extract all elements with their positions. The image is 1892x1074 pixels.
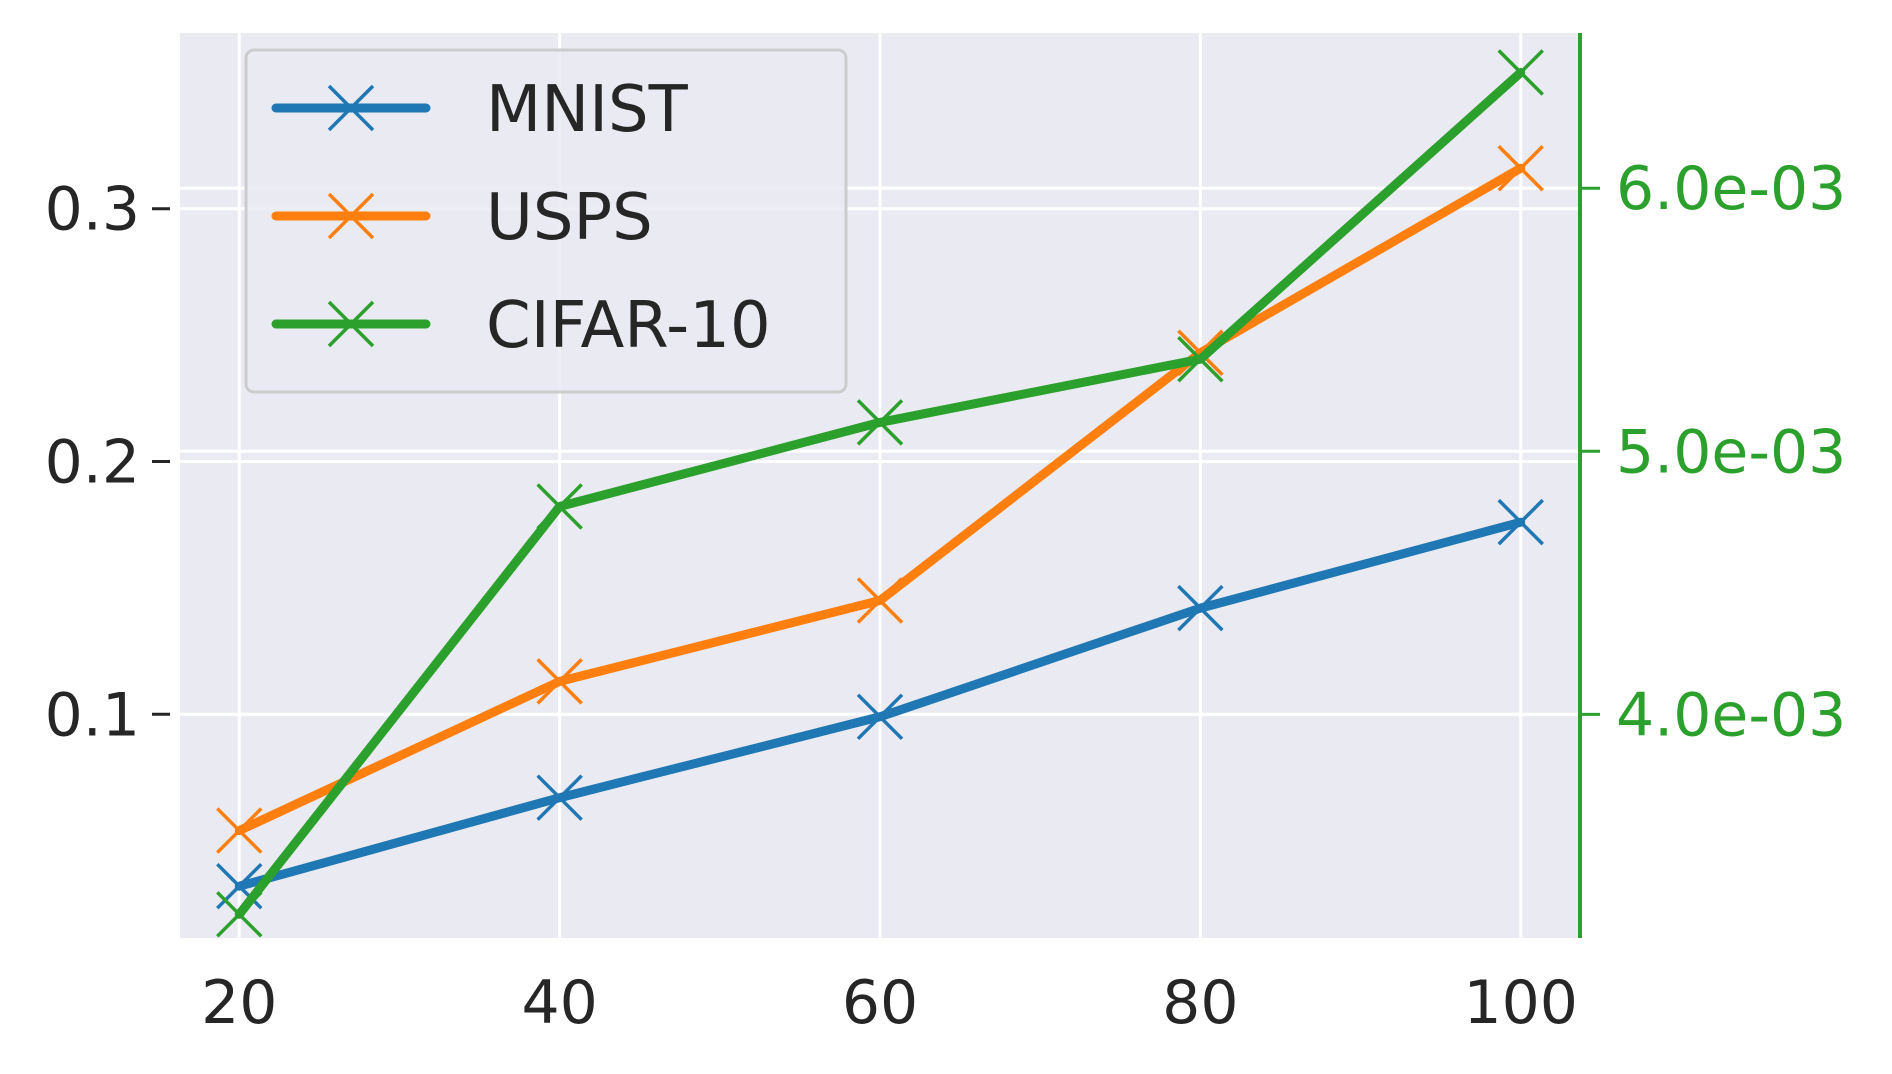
data-point-marker xyxy=(216,891,263,938)
legend-label: MNIST xyxy=(486,73,689,147)
data-point-marker xyxy=(216,807,263,854)
series-usps xyxy=(216,145,1544,854)
left-y-tick-label: 0.1 xyxy=(45,680,140,750)
right-y-tick-label: 5.0e-03 xyxy=(1616,417,1846,487)
data-point-marker xyxy=(856,577,904,624)
legend-marker xyxy=(327,84,375,132)
data-point-marker xyxy=(1497,498,1544,546)
left-y-tick-label: 0.2 xyxy=(45,427,140,497)
left-y-tick-label: 0.3 xyxy=(45,175,140,245)
right-y-axis: 4.0e-03 5.0e-03 6.0e-03 xyxy=(1578,33,1846,938)
right-y-tick-label: 4.0e-03 xyxy=(1616,680,1846,750)
data-point-marker xyxy=(856,399,904,446)
legend-marker xyxy=(327,192,375,240)
right-y-tick-label: 6.0e-03 xyxy=(1616,154,1846,224)
data-point-marker xyxy=(536,658,583,705)
data-point-marker xyxy=(856,693,904,741)
legend-item: CIFAR-10 xyxy=(271,289,771,363)
data-point-marker xyxy=(1177,335,1224,383)
x-tick-label: 40 xyxy=(521,968,597,1038)
data-point-marker xyxy=(1497,49,1544,96)
data-point-marker xyxy=(536,774,583,821)
data-point-marker xyxy=(1177,584,1224,632)
data-point-marker xyxy=(1177,329,1224,377)
legend-item: MNIST xyxy=(271,73,689,147)
legend-label: USPS xyxy=(486,181,653,255)
x-tick-label: 60 xyxy=(842,968,918,1038)
data-point-marker xyxy=(1497,145,1544,192)
legend-frame xyxy=(244,48,848,394)
legend-label: CIFAR-10 xyxy=(486,289,771,363)
legend-marker xyxy=(327,300,375,348)
left-y-axis: 0.1 0.2 0.3 xyxy=(45,175,170,750)
legend-item: USPS xyxy=(271,181,653,255)
x-axis: 20 40 60 80 100 xyxy=(201,968,1578,1038)
series-cifar-10 xyxy=(216,49,1544,938)
legend: MNIST USPS CIFAR-10 xyxy=(244,48,848,394)
series-layer xyxy=(216,49,1544,938)
x-tick-label: 20 xyxy=(201,968,277,1038)
data-point-marker xyxy=(536,483,583,530)
x-tick-label: 100 xyxy=(1463,968,1578,1038)
x-tick-label: 80 xyxy=(1162,968,1238,1038)
